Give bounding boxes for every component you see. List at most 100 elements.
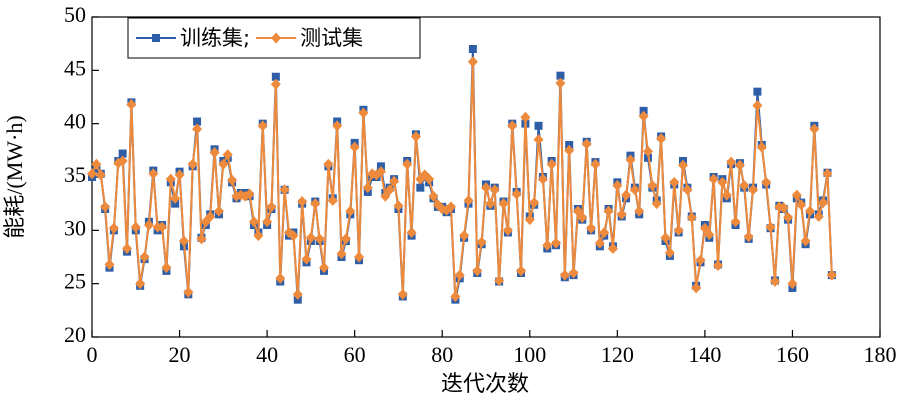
marker xyxy=(271,72,280,81)
marker xyxy=(468,45,477,53)
marker xyxy=(524,214,535,226)
marker xyxy=(577,212,588,224)
marker xyxy=(739,180,750,192)
marker xyxy=(100,201,111,213)
marker xyxy=(187,158,198,170)
marker xyxy=(682,184,693,196)
marker xyxy=(555,77,566,89)
marker xyxy=(533,134,544,146)
marker xyxy=(332,120,343,132)
marker xyxy=(551,237,562,249)
marker xyxy=(279,184,290,196)
y-axis-label: 能耗/(MW·h) xyxy=(2,115,27,238)
y-tick-label: 45 xyxy=(64,55,86,80)
marker xyxy=(594,237,605,249)
marker xyxy=(621,189,632,201)
x-tick-label: 40 xyxy=(256,342,278,367)
marker xyxy=(756,141,767,153)
marker xyxy=(305,232,316,244)
marker xyxy=(534,121,543,130)
marker xyxy=(809,123,820,135)
marker xyxy=(818,197,829,209)
marker xyxy=(748,184,759,196)
marker xyxy=(791,189,802,201)
marker xyxy=(476,236,487,248)
marker xyxy=(297,196,308,208)
marker xyxy=(139,251,150,263)
marker xyxy=(362,182,373,194)
marker xyxy=(726,156,737,168)
marker xyxy=(612,180,623,192)
marker xyxy=(796,199,807,211)
x-tick-label: 60 xyxy=(344,342,366,367)
marker xyxy=(616,208,627,220)
marker xyxy=(498,198,509,210)
marker xyxy=(248,216,259,228)
marker xyxy=(354,251,365,263)
legend-label: 训练集; xyxy=(180,26,250,50)
marker xyxy=(428,190,439,202)
marker xyxy=(463,194,474,206)
marker xyxy=(165,173,176,185)
marker xyxy=(122,242,133,254)
marker xyxy=(104,258,115,270)
marker xyxy=(459,230,470,242)
legend-label: 测试集 xyxy=(300,26,363,50)
marker xyxy=(752,100,763,112)
marker xyxy=(244,188,255,200)
marker xyxy=(323,158,334,170)
marker xyxy=(695,254,706,266)
marker xyxy=(638,110,649,122)
marker xyxy=(713,260,724,272)
marker xyxy=(590,158,601,170)
x-tick-label: 180 xyxy=(864,342,897,367)
marker xyxy=(502,224,513,236)
marker xyxy=(753,87,762,96)
marker xyxy=(87,168,97,180)
y-tick-label: 35 xyxy=(64,162,86,187)
marker xyxy=(730,216,741,228)
marker xyxy=(783,212,794,224)
marker xyxy=(178,235,189,247)
marker xyxy=(108,222,119,234)
marker xyxy=(642,145,653,157)
marker xyxy=(454,269,465,281)
marker xyxy=(310,198,321,210)
marker xyxy=(559,269,570,281)
marker xyxy=(599,226,610,238)
marker xyxy=(556,71,565,80)
marker xyxy=(192,123,203,135)
marker xyxy=(117,155,128,167)
marker xyxy=(634,205,645,217)
marker xyxy=(227,174,238,186)
marker xyxy=(118,149,127,158)
y-tick-label: 25 xyxy=(64,269,86,294)
marker xyxy=(581,138,592,150)
marker xyxy=(734,159,745,171)
x-tick-label: 160 xyxy=(776,342,809,367)
marker xyxy=(656,133,667,145)
marker xyxy=(769,276,780,288)
marker xyxy=(699,222,710,234)
x-axis-label: 迭代次数 xyxy=(441,371,529,396)
marker xyxy=(520,111,531,123)
marker xyxy=(708,173,719,185)
marker xyxy=(257,120,268,132)
marker xyxy=(537,173,548,185)
marker xyxy=(450,290,461,302)
marker xyxy=(691,282,702,294)
marker xyxy=(586,222,597,234)
marker xyxy=(384,184,395,196)
marker xyxy=(397,288,408,300)
marker xyxy=(778,202,789,214)
marker xyxy=(222,149,233,161)
marker xyxy=(205,210,216,222)
marker xyxy=(380,190,391,202)
x-tick-label: 140 xyxy=(688,342,721,367)
marker xyxy=(686,212,697,224)
marker xyxy=(193,117,202,126)
marker xyxy=(721,189,732,201)
y-tick-label: 20 xyxy=(64,322,86,347)
marker xyxy=(516,265,527,277)
